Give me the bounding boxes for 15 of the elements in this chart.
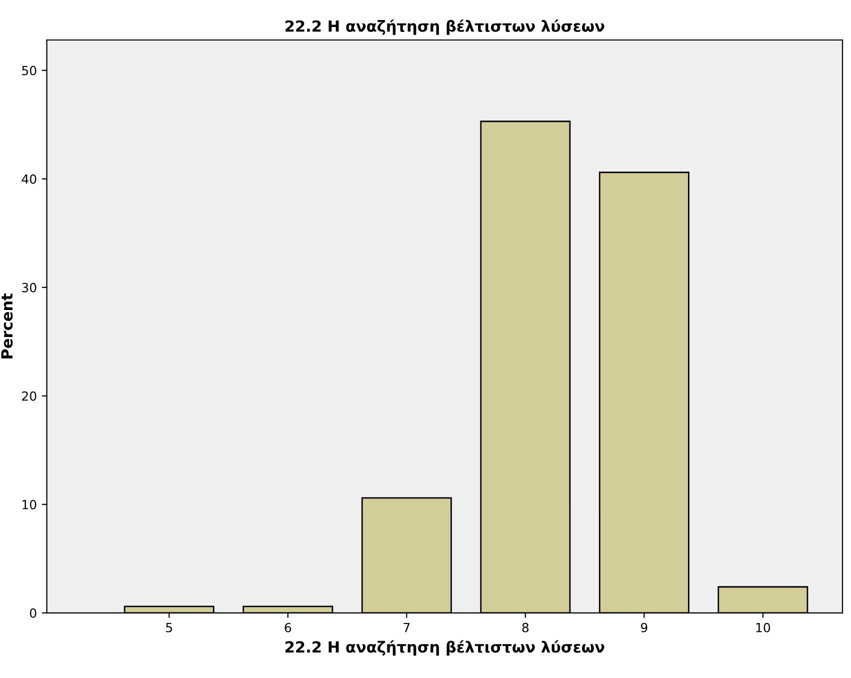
x-tick-label: 5 xyxy=(166,623,172,632)
y-tick-label: 50 xyxy=(22,66,36,76)
chart-title: 22.2 Η αναζήτηση βέλτιστων λύσεων xyxy=(286,19,604,35)
x-tick-label: 6 xyxy=(284,622,292,632)
x-tick-label: 8 xyxy=(522,622,529,632)
y-tick-label: 10 xyxy=(22,500,36,510)
x-tick-label: 10 xyxy=(756,622,770,632)
y-tick-label: 30 xyxy=(22,282,36,292)
x-axis-title: 22.2 Η αναζήτηση βέλτιστων λύσεων xyxy=(286,640,604,656)
x-tick-label: 7 xyxy=(404,623,410,632)
y-axis-title: Percent xyxy=(1,293,13,358)
y-tick-label: 40 xyxy=(22,174,36,184)
x-tick-label: 9 xyxy=(640,622,648,632)
y-tick-label: 0 xyxy=(30,608,36,618)
y-tick-label: 20 xyxy=(22,391,36,401)
